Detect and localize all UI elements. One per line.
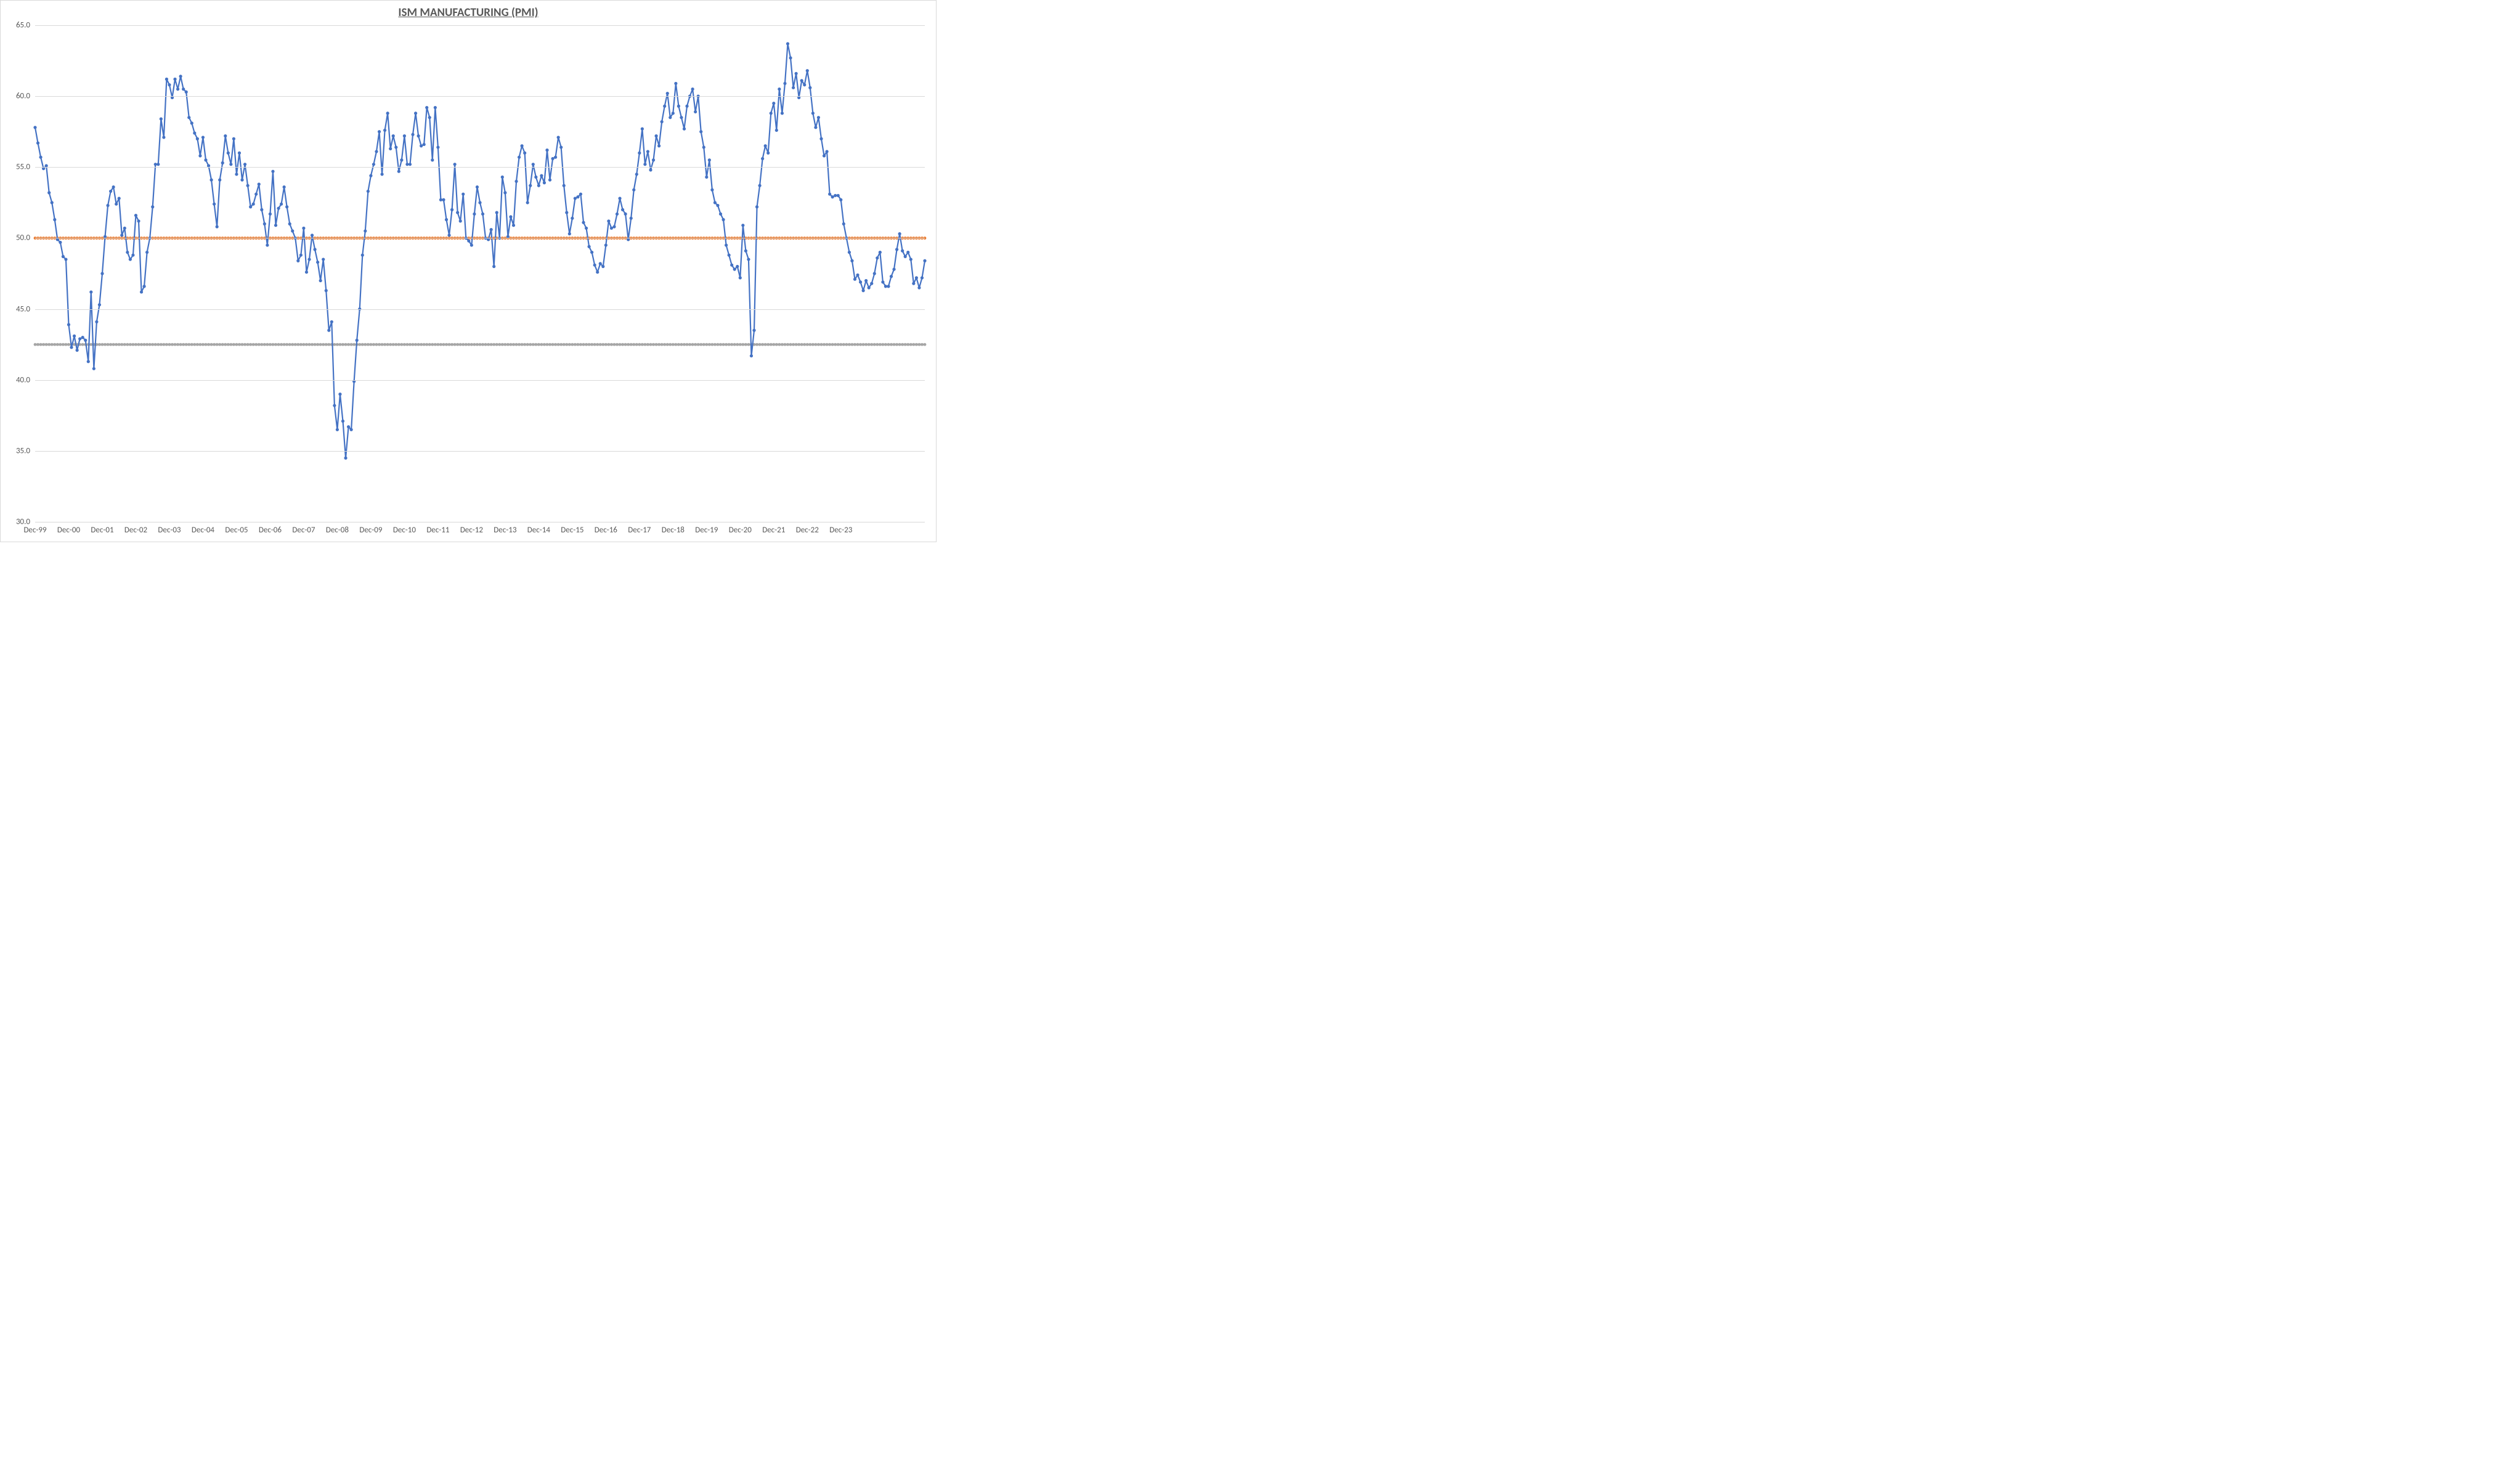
gridline [35, 451, 925, 452]
x-axis-tick-label: Dec-14 [527, 522, 550, 535]
y-axis-tick-label: 50.0 [16, 234, 35, 243]
x-axis-tick-label: Dec-20 [729, 522, 752, 535]
x-axis-tick-label: Dec-06 [259, 522, 282, 535]
x-axis-tick-label: Dec-11 [426, 522, 449, 535]
x-axis-tick-label: Dec-16 [595, 522, 617, 535]
x-axis-tick-label: Dec-07 [292, 522, 315, 535]
chart-title: ISM MANUFACTURING (PMI) [1, 6, 936, 20]
x-axis-tick-label: Dec-05 [225, 522, 248, 535]
plot-area: 30.035.040.045.050.055.060.065.0Dec-99De… [35, 25, 925, 522]
pmi-series-line [35, 44, 925, 458]
x-axis-tick-label: Dec-01 [91, 522, 113, 535]
x-axis-tick-label: Dec-10 [393, 522, 416, 535]
gridline [35, 167, 925, 168]
y-axis-tick-label: 35.0 [16, 446, 35, 455]
y-axis-tick-label: 40.0 [16, 375, 35, 384]
gridline [35, 96, 925, 97]
x-axis-tick-label: Dec-23 [829, 522, 852, 535]
pmi-series-markers [33, 42, 926, 460]
x-axis-tick-label: Dec-99 [23, 522, 46, 535]
x-axis-tick-label: Dec-04 [192, 522, 214, 535]
x-axis-tick-label: Dec-13 [494, 522, 516, 535]
chart-svg [35, 25, 925, 522]
x-axis-tick-label: Dec-02 [124, 522, 147, 535]
gridline [35, 25, 925, 26]
x-axis-tick-label: Dec-09 [359, 522, 382, 535]
y-axis-tick-label: 65.0 [16, 21, 35, 30]
gridline [35, 380, 925, 381]
x-axis-tick-label: Dec-19 [695, 522, 718, 535]
x-axis-tick-label: Dec-12 [460, 522, 483, 535]
x-axis-tick-label: Dec-08 [326, 522, 349, 535]
y-axis-tick-label: 45.0 [16, 304, 35, 314]
gridline [35, 309, 925, 310]
x-axis-tick-label: Dec-17 [628, 522, 651, 535]
y-axis-tick-label: 60.0 [16, 92, 35, 101]
x-axis-tick-label: Dec-21 [762, 522, 785, 535]
ref-42p5-markers [34, 343, 927, 346]
x-axis-tick-label: Dec-00 [57, 522, 80, 535]
chart-container: ISM MANUFACTURING (PMI) 30.035.040.045.0… [0, 0, 937, 542]
x-axis-tick-label: Dec-15 [561, 522, 583, 535]
x-axis-tick-label: Dec-22 [796, 522, 819, 535]
x-axis-tick-label: Dec-03 [158, 522, 181, 535]
x-axis-tick-label: Dec-18 [662, 522, 685, 535]
y-axis-tick-label: 55.0 [16, 163, 35, 172]
